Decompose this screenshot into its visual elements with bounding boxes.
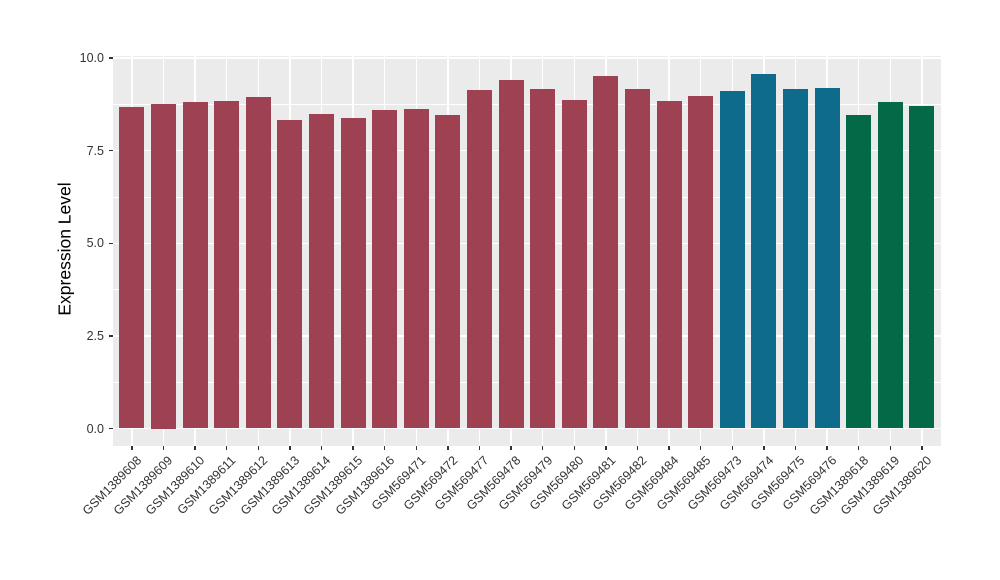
bar-GSM569480 [561,100,587,429]
gridline-minor-h [113,196,941,198]
x-tick-mark [857,446,860,450]
bar-GSM1389618 [846,115,872,429]
x-tick-mark [225,446,228,450]
gridline-major-h [113,427,941,430]
x-tick-mark [921,446,923,450]
bar-GSM569485 [688,96,714,429]
x-tick-mark [668,446,670,450]
bar-GSM569484 [656,100,682,429]
y-tick-mark [109,335,113,337]
y-tick-mark [109,149,113,152]
x-tick-mark [541,446,544,450]
bar-GSM1389611 [214,101,240,429]
bar-GSM569481 [593,76,619,429]
x-tick-mark [826,446,828,450]
x-tick-mark [257,446,260,450]
bar-GSM569479 [530,89,556,429]
x-tick-mark [162,446,165,450]
bar-GSM569471 [403,109,429,429]
x-tick-label: GSM1389620 [869,453,935,518]
bar-GSM1389608 [119,106,145,429]
x-tick-mark [415,446,418,450]
bar-GSM569482 [625,89,650,429]
gridline-minor-h [113,289,941,290]
bar-GSM569473 [719,90,745,429]
x-tick-mark [289,446,291,450]
x-tick-mark [636,446,639,450]
bar-GSM1389614 [309,114,334,429]
x-tick-mark [731,446,734,450]
x-tick-mark [383,446,386,450]
x-tick-mark [478,446,481,450]
y-tick-label: 7.5 [86,143,104,158]
y-tick-mark [109,57,113,59]
gridline-minor-h [113,381,941,383]
bar-GSM1389612 [245,96,271,429]
y-tick-label: 0.0 [86,421,104,436]
bar-GSM1389610 [182,102,208,429]
bar-GSM1389615 [340,118,366,429]
bar-GSM1389613 [277,119,303,429]
x-tick-mark [320,446,323,450]
gridline-major-h [113,242,941,244]
bar-GSM1389616 [372,109,398,429]
bar-GSM569472 [435,115,461,429]
y-tick-mark [109,427,113,430]
bar-GSM569477 [467,89,492,429]
x-tick-mark [447,446,449,450]
y-tick-mark [109,242,113,244]
x-tick-mark [573,446,576,450]
bar-GSM1389619 [877,102,903,429]
gridline-major-h [113,149,941,152]
x-tick-mark [131,446,133,450]
x-tick-mark [510,446,512,450]
x-tick-mark [194,446,196,450]
y-tick-label: 2.5 [86,328,104,343]
bar-GSM1389609 [151,104,176,429]
y-tick-label: 5.0 [86,236,104,250]
y-tick-label: 10.0 [79,50,104,65]
x-tick-mark [605,446,607,450]
gridline-major-h [113,335,941,337]
gridline-major-h [113,57,941,59]
x-tick-mark [889,446,892,450]
x-tick-mark [699,446,702,450]
bar-GSM569474 [751,74,777,429]
plot-panel [113,56,941,446]
x-tick-mark [763,446,765,450]
x-tick-mark [794,446,797,450]
bar-GSM569475 [783,89,808,429]
bar-GSM569478 [498,79,524,429]
bar-GSM1389620 [909,106,935,429]
gridline-minor-h [113,103,941,105]
bar-GSM569476 [814,88,840,429]
x-tick-mark [352,446,354,450]
